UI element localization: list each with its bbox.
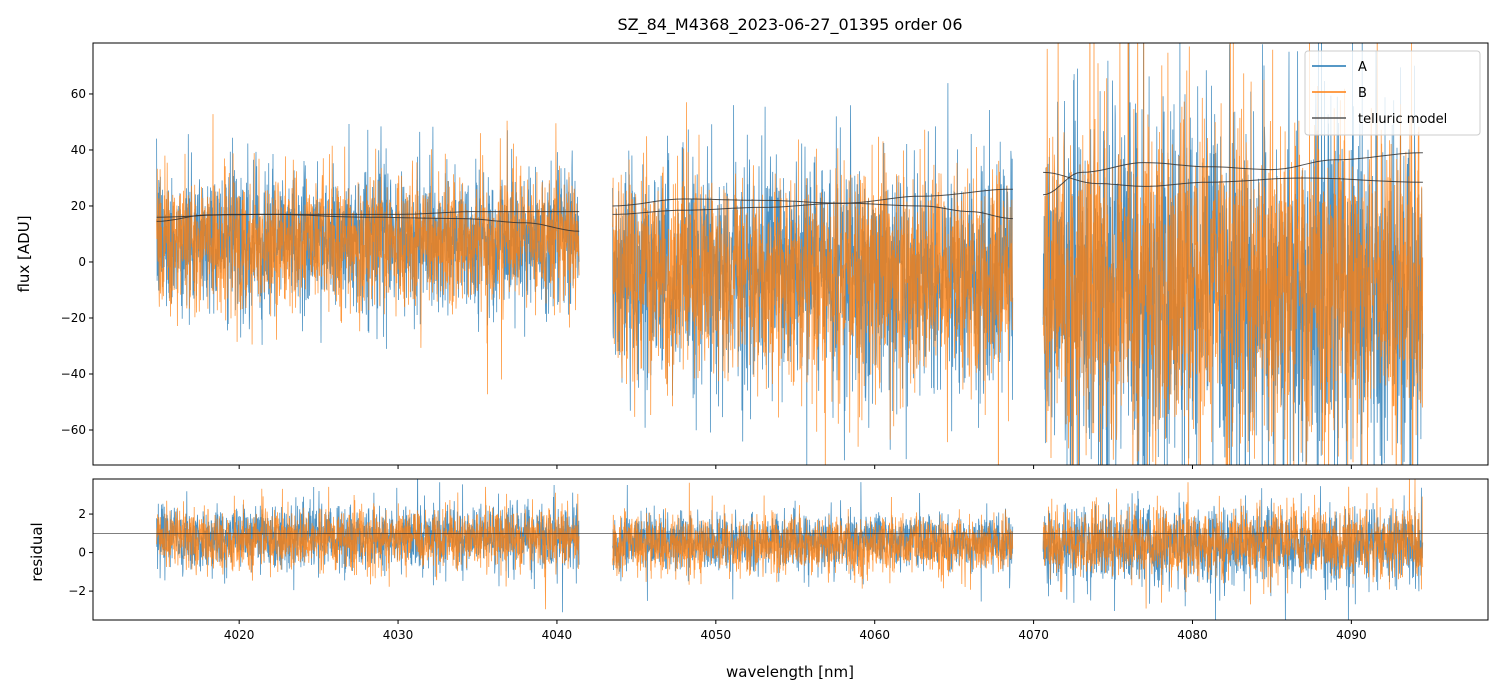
axes-frame	[92, 42, 1489, 466]
legend-label-b: B	[1358, 86, 1367, 101]
legend: A B telluric model	[1304, 50, 1481, 136]
series-b-segment-2	[612, 102, 1014, 465]
series-b-segment-3	[1042, 479, 1424, 609]
x-tick-label: 4080	[1177, 628, 1208, 642]
legend-label-telluric: telluric model	[1358, 112, 1447, 127]
series-b-segment-2	[612, 482, 1014, 590]
telluric-model-curve-4	[612, 188, 1013, 215]
series-b-segment-1	[156, 114, 580, 395]
y-tick-label: −2	[68, 584, 86, 598]
x-tick-label: 4070	[1018, 628, 1049, 642]
legend-box	[1304, 50, 1481, 136]
x-tick-label: 4020	[224, 628, 255, 642]
y-tick-label: −40	[61, 367, 86, 381]
chart-title: SZ_84_M4368_2023-06-27_01395 order 06	[617, 15, 962, 35]
series-b-segment-3	[1042, 43, 1424, 465]
x-tick-label: 4040	[542, 628, 573, 642]
plot-area	[156, 43, 1424, 465]
x-axis-label: wavelength [nm]	[726, 663, 854, 681]
y-axis-label-flux: flux [ADU]	[15, 215, 33, 292]
x-tick-label: 4060	[859, 628, 890, 642]
plot-area	[93, 479, 1488, 620]
telluric-model-curve-2	[156, 213, 580, 232]
x-tick-label: 4090	[1336, 628, 1367, 642]
y-tick-label: 0	[78, 255, 86, 269]
legend-label-a: A	[1358, 60, 1367, 75]
x-tick-label: 4050	[701, 628, 732, 642]
y-tick-label: 2	[78, 507, 86, 521]
x-tick-label: 4030	[383, 628, 414, 642]
y-tick-label: 40	[71, 143, 86, 157]
telluric-model-curve-5	[1043, 152, 1423, 196]
y-tick-label: 60	[71, 87, 86, 101]
y-tick-label: 0	[78, 546, 86, 560]
y-tick-label: −60	[61, 423, 86, 437]
y-tick-label: 20	[71, 199, 86, 213]
axes-frame	[92, 478, 1489, 621]
residual-axes: 4020 4030 4040 4050 4060 4070 4080 4090 −2 0 2	[68, 478, 1489, 642]
y-tick-label: −20	[61, 311, 86, 325]
telluric-model-curve-6	[1043, 171, 1423, 187]
flux-axes: −60 −40 −20 0 20 40 60	[61, 42, 1489, 469]
series-b-segment-1	[156, 486, 580, 610]
y-axis-label-residual: residual	[28, 522, 46, 581]
